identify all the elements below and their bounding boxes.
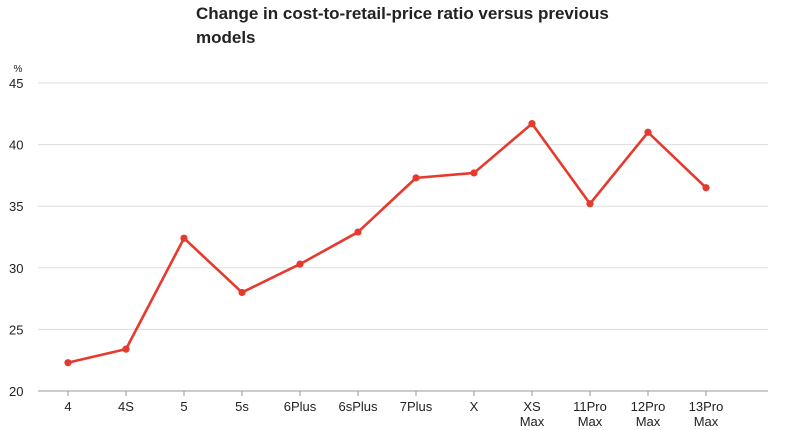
x-tick-label: 7Plus (400, 399, 433, 414)
data-point (644, 128, 652, 136)
x-tick-label: 11Pro (573, 399, 607, 414)
series-line (66, 122, 708, 364)
x-tick-label: Max (694, 414, 719, 429)
x-tick-label: Max (636, 414, 661, 429)
data-point (702, 184, 710, 192)
chart-title: Change in cost-to-retail-price ratio ver… (196, 4, 609, 47)
y-tick-label: 40 (9, 138, 23, 153)
data-point (296, 260, 304, 268)
y-tick-label: 35 (9, 199, 23, 214)
x-tick-label: 4 (64, 399, 71, 414)
x-tick-label: 12Pro (631, 399, 666, 414)
x-tick-label: 5 (180, 399, 187, 414)
y-tick-label: 20 (9, 384, 23, 399)
data-point (354, 228, 362, 236)
x-tick-label: XS (523, 399, 541, 414)
y-axis: 20 25 30 35 40 45% (9, 64, 23, 399)
x-tick-label: 6Plus (284, 399, 317, 414)
y-tick-label: 30 (9, 261, 23, 276)
x-tick-label: 6sPlus (338, 399, 378, 414)
x-axis: 4 4S 5 5s 6Plus 6sPlus 7Plus X XSMax11ProMax12Pr… (38, 390, 768, 429)
x-tick-label: X (470, 399, 479, 414)
series-layer (64, 120, 710, 367)
x-tick-label: 4S (118, 399, 134, 414)
y-axis-unit: % (14, 64, 23, 75)
x-tick-label: Max (520, 414, 545, 429)
x-tick-label: Max (578, 414, 603, 429)
x-tick-label: 13Pro (689, 399, 724, 414)
data-point (586, 200, 594, 208)
data-point (64, 359, 72, 367)
data-point (180, 234, 188, 242)
gridlines (38, 82, 768, 330)
y-tick-label: 45 (9, 76, 23, 91)
data-point (122, 345, 130, 353)
x-tick-label: 5s (235, 399, 249, 414)
data-point (528, 120, 536, 128)
data-point (470, 169, 478, 177)
data-point (238, 288, 246, 297)
data-point (412, 174, 420, 182)
y-tick-label: 25 (9, 322, 23, 337)
